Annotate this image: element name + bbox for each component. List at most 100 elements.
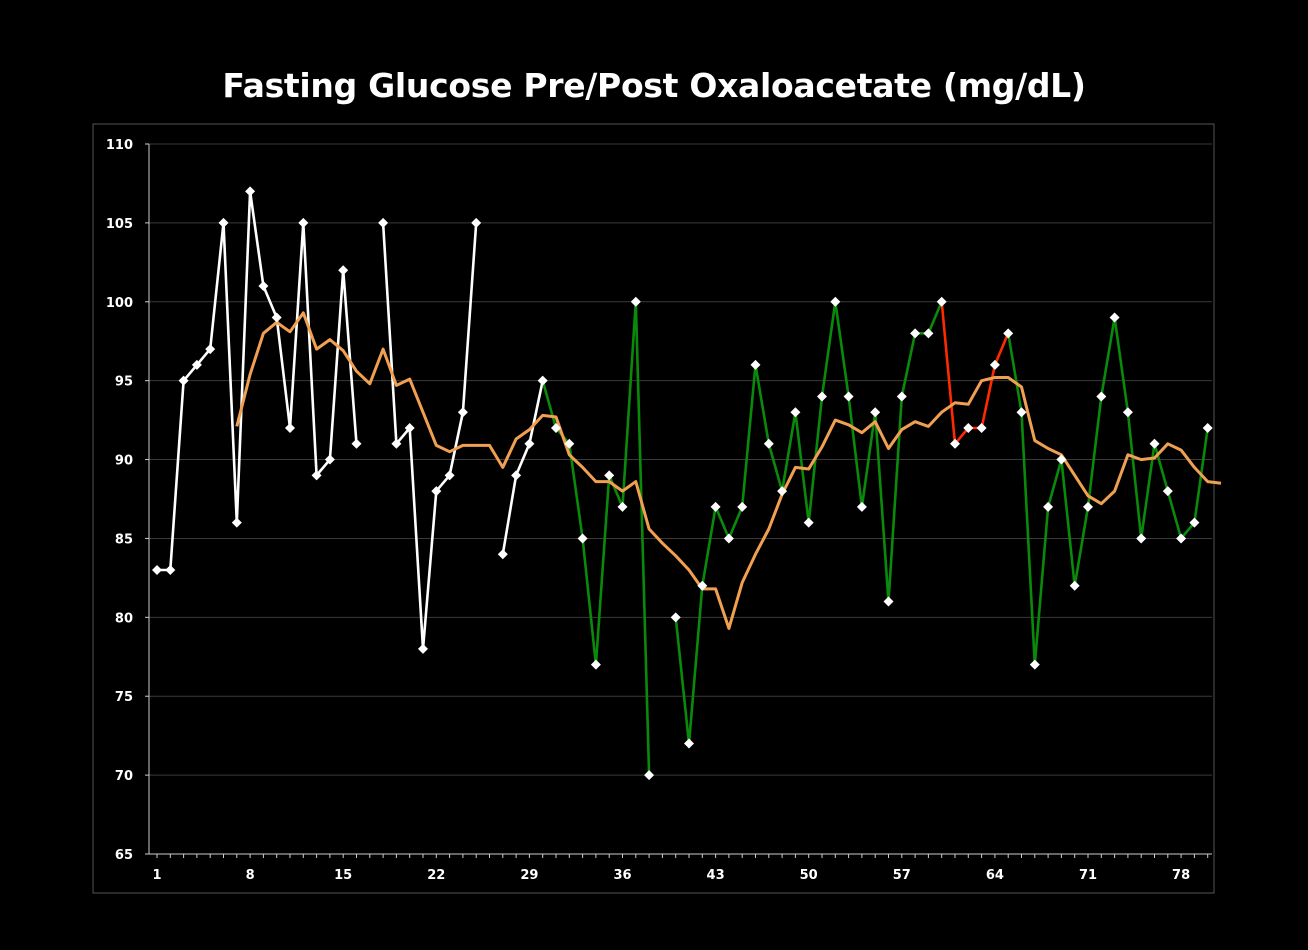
data-point-day-11	[285, 423, 295, 433]
data-point-day-79	[1189, 517, 1200, 528]
data-point-day-47	[763, 438, 774, 449]
ytick-label-85: 85	[115, 532, 133, 547]
data-point-day-77	[1162, 486, 1173, 497]
data-point-day-30	[537, 375, 548, 386]
data-point-day-49	[790, 407, 801, 418]
data-point-day-44	[723, 533, 734, 544]
data-point-day-67	[1029, 659, 1040, 670]
moving-average-line	[235, 311, 1222, 630]
data-point-day-23	[444, 470, 455, 481]
data-point-day-61	[950, 438, 960, 449]
x-axis-ticks: 1 8 15 22 29 36 43 50 57 64 71 78	[152, 854, 1209, 883]
data-point-day-29	[524, 438, 535, 449]
data-point-day-28	[511, 470, 522, 481]
y-axis-ticks: 65 70 75 80 85 90 95 100 105 110	[106, 138, 149, 863]
data-point-day-56	[883, 596, 894, 607]
data-point-day-55	[870, 407, 881, 418]
data-point-day-12	[298, 217, 309, 228]
data-point-day-19	[391, 438, 402, 449]
ytick-label-75: 75	[115, 690, 133, 705]
data-point-day-80	[1202, 423, 1213, 433]
data-point-day-35	[604, 470, 615, 481]
data-point-day-63	[976, 423, 987, 433]
ytick-label-95: 95	[115, 375, 133, 390]
xtick-label-22: 22	[427, 868, 445, 883]
data-point-day-46	[750, 359, 761, 370]
xtick-label-71: 71	[1079, 868, 1097, 883]
data-point-day-13	[311, 470, 322, 481]
data-point-day-52	[830, 296, 841, 307]
data-point-day-20	[404, 423, 415, 433]
data-point-day-36	[617, 501, 628, 512]
pre-series-line-0	[501, 380, 544, 555]
data-point-day-24	[457, 407, 468, 418]
data-point-day-50	[803, 517, 814, 528]
data-point-day-58	[910, 328, 921, 339]
data-point-day-6	[218, 217, 229, 228]
data-point-day-5	[205, 344, 216, 355]
post-series-line-3	[1006, 316, 1209, 667]
data-point-day-57	[896, 391, 907, 402]
ytick-label-110: 110	[106, 138, 133, 153]
data-point-day-4	[191, 359, 202, 370]
data-point-day-43	[710, 501, 721, 512]
glucose-series	[157, 190, 1209, 776]
highlight-series-line-2	[940, 301, 1010, 446]
data-point-day-1	[152, 565, 162, 575]
data-point-day-18	[378, 217, 389, 228]
data-point-day-74	[1122, 407, 1133, 418]
xtick-label-29: 29	[520, 868, 538, 883]
data-point-day-59	[923, 328, 934, 339]
data-point-markers	[152, 186, 1213, 781]
pre-series-line-0	[381, 222, 478, 651]
data-point-day-64	[989, 359, 1000, 370]
data-point-day-70	[1069, 580, 1080, 591]
data-point-day-33	[577, 533, 588, 544]
xtick-label-43: 43	[707, 868, 725, 883]
ytick-label-80: 80	[115, 611, 133, 626]
data-point-day-75	[1136, 533, 1147, 544]
data-point-day-68	[1043, 501, 1054, 512]
data-point-day-62	[963, 423, 974, 433]
data-point-day-21	[418, 643, 428, 654]
ytick-label-90: 90	[115, 454, 133, 469]
gridlines	[149, 143, 1212, 776]
data-point-day-7	[231, 517, 242, 528]
data-point-day-45	[737, 501, 748, 512]
data-point-day-78	[1176, 533, 1187, 544]
xtick-label-36: 36	[613, 868, 631, 883]
data-point-day-54	[856, 501, 867, 512]
data-point-day-32	[564, 438, 575, 449]
data-point-day-69	[1056, 454, 1067, 465]
data-point-day-48	[777, 486, 788, 497]
data-point-day-51	[817, 391, 827, 402]
ytick-label-100: 100	[106, 296, 133, 311]
xtick-label-78: 78	[1172, 868, 1190, 883]
data-point-day-9	[258, 281, 269, 291]
data-point-day-34	[590, 659, 601, 670]
data-point-day-22	[431, 486, 442, 497]
xtick-label-1: 1	[152, 868, 161, 883]
data-point-day-41	[684, 738, 694, 749]
data-point-day-73	[1109, 312, 1120, 323]
xtick-label-50: 50	[800, 868, 818, 883]
xtick-label-64: 64	[986, 868, 1004, 883]
xtick-label-15: 15	[334, 868, 352, 883]
data-point-day-71	[1083, 501, 1093, 512]
ytick-label-65: 65	[115, 848, 133, 863]
ytick-label-105: 105	[106, 217, 133, 232]
data-point-day-3	[178, 375, 189, 386]
data-point-day-42	[697, 580, 708, 591]
xtick-label-8: 8	[246, 868, 255, 883]
data-point-day-2	[165, 565, 176, 575]
data-point-day-72	[1096, 391, 1107, 402]
moving-average-series	[235, 311, 1222, 630]
data-point-day-60	[936, 296, 947, 307]
ytick-label-70: 70	[115, 769, 133, 784]
data-point-day-15	[338, 265, 349, 276]
data-point-day-65	[1003, 328, 1014, 339]
xtick-label-57: 57	[893, 868, 911, 883]
chart-title: Fasting Glucose Pre/Post Oxaloacetate (m…	[222, 66, 1086, 105]
data-point-day-31	[551, 423, 561, 433]
